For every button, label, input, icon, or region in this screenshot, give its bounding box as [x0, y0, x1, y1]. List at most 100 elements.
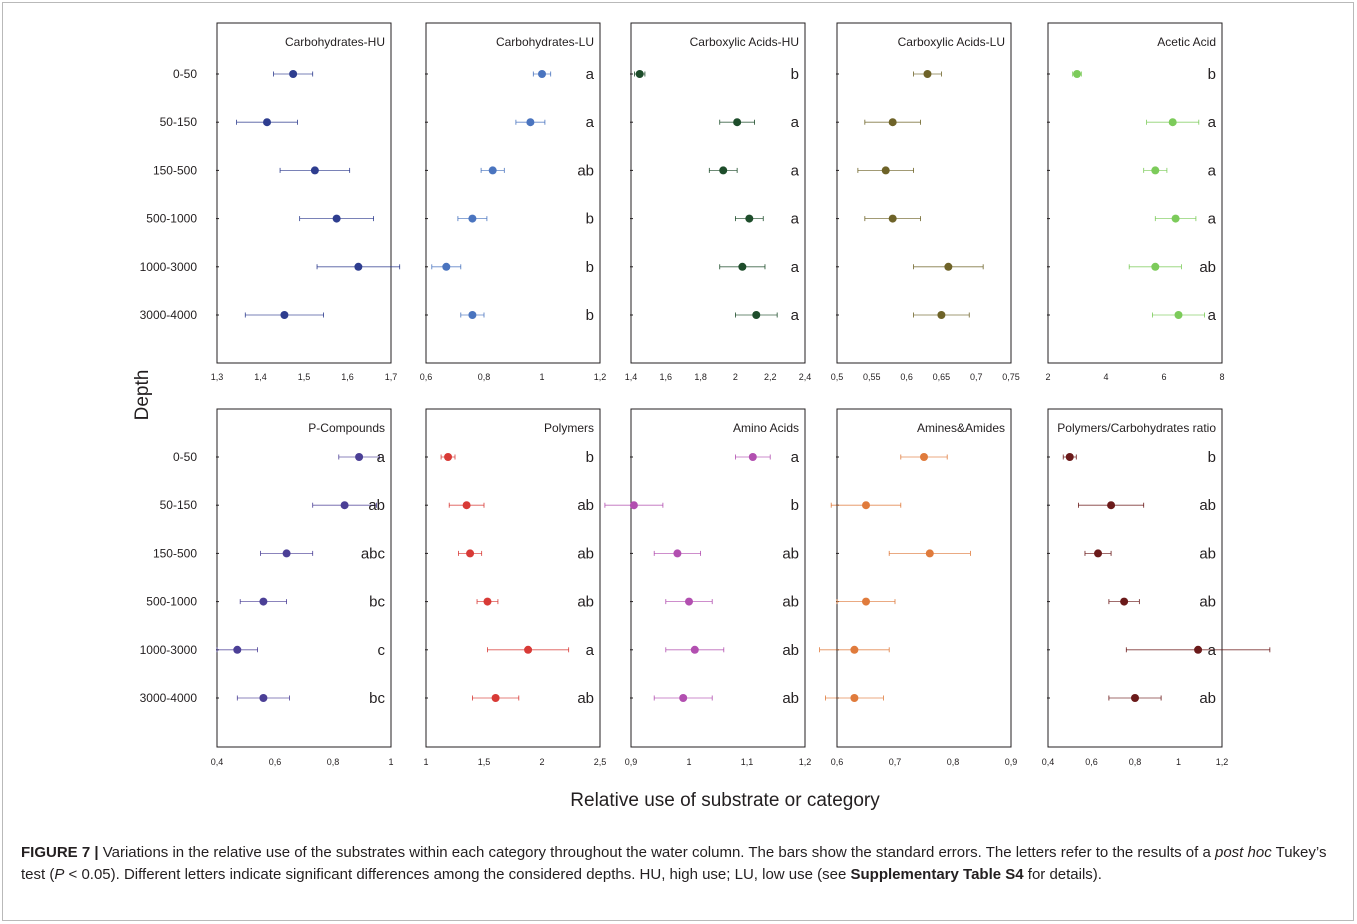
depth-label-bottom: 0-50 — [173, 450, 197, 464]
chart-panel-5: Acetic Acid 2 4 6 8 b a a a ab a — [1045, 22, 1225, 382]
x-tick-label: 1,2 — [594, 372, 607, 382]
significance-letter: ab — [782, 642, 799, 659]
x-tick-label: 2,2 — [764, 372, 777, 382]
significance-letter: b — [791, 66, 799, 83]
caption-text-3: < 0.05). Different letters indicate sign… — [64, 866, 851, 883]
significance-letter: a — [1208, 211, 1217, 228]
significance-letter: a — [586, 66, 595, 83]
panel-title: Carbohydrates-LU — [496, 35, 594, 49]
panel-border — [630, 22, 806, 364]
significance-letter: ab — [577, 690, 594, 707]
significance-letter: ab — [782, 594, 799, 611]
significance-letter: ab — [577, 545, 594, 562]
significance-letter: c — [378, 642, 386, 659]
depth-label-bottom: 500-1000 — [146, 595, 197, 609]
depth-label-bottom: 1000-3000 — [140, 643, 198, 657]
chart-panel-4: Carboxylic Acids-LU 0,5 0,55 0,6 0,65 0,7 0,75 — [831, 22, 1020, 382]
x-tick-label: 2,5 — [594, 757, 607, 767]
x-tick-label: 0,5 — [831, 372, 844, 382]
data-point — [862, 501, 870, 510]
x-tick-label: 2,4 — [799, 372, 812, 382]
x-tick-label: 2 — [733, 372, 738, 382]
data-point — [310, 166, 319, 175]
panel-border — [836, 22, 1012, 364]
significance-letter: a — [377, 449, 386, 466]
x-tick-label: 1 — [423, 757, 428, 767]
data-point — [635, 70, 644, 78]
data-point — [488, 166, 497, 175]
data-point — [1120, 597, 1129, 606]
x-tick-label: 0,75 — [1002, 372, 1020, 382]
depth-label-top: 500-1000 — [146, 212, 197, 226]
data-point — [263, 118, 272, 127]
caption-bold-1: Supplementary Table S4 — [850, 866, 1024, 883]
depth-label-bottom: 3000-4000 — [140, 691, 198, 705]
panel-border — [216, 408, 392, 748]
significance-letter: ab — [1199, 259, 1216, 276]
data-point — [719, 166, 728, 175]
significance-letter: b — [791, 497, 799, 514]
x-tick-label: 4 — [1103, 372, 1108, 382]
chart-panel-9: Amines&Amides 0,6 0,7 0,8 0,9 — [819, 408, 1017, 767]
panel-title: Polymers/Carbohydrates ratio — [1057, 421, 1216, 435]
x-tick-label: 1,7 — [385, 372, 398, 382]
significance-letter: b — [586, 259, 594, 276]
data-point — [925, 549, 934, 558]
caption-italic-1: post hoc — [1214, 844, 1272, 861]
significance-letter: a — [791, 114, 800, 131]
x-tick-label: 0,6 — [269, 757, 282, 767]
data-point — [748, 453, 757, 461]
data-point — [354, 262, 363, 271]
data-point — [745, 214, 754, 223]
significance-letter: a — [1208, 114, 1217, 131]
caption-italic-2: P — [54, 866, 65, 883]
significance-letter: ab — [1199, 545, 1216, 562]
data-point — [466, 549, 475, 558]
x-tick-label: 0,55 — [863, 372, 881, 382]
significance-letter: ab — [782, 545, 799, 562]
panel-title: Carboxylic Acids-HU — [690, 35, 799, 49]
x-tick-label: 0,4 — [1042, 757, 1055, 767]
depth-label-top: 1000-3000 — [140, 260, 198, 274]
data-point — [1174, 311, 1183, 319]
data-point — [340, 501, 349, 510]
depth-label-top: 3000-4000 — [140, 308, 198, 322]
data-point — [738, 262, 747, 271]
caption-label: FIGURE 7 | — [21, 844, 99, 861]
significance-letter: ab — [577, 162, 594, 179]
panel-border — [425, 408, 601, 748]
x-tick-label: 1,3 — [211, 372, 224, 382]
data-point — [332, 214, 341, 223]
data-point — [673, 549, 682, 558]
x-tick-label: 0,7 — [889, 757, 902, 767]
significance-letter: bc — [369, 690, 385, 707]
panel-border — [836, 408, 1012, 748]
chart-panel-2: Carbohydrates-LU 0,6 0,8 1 1,2 a a ab b b b — [420, 22, 607, 382]
x-tick-label: 0,4 — [211, 757, 224, 767]
x-tick-label: 0,8 — [327, 757, 340, 767]
panel-title: Acetic Acid — [1157, 35, 1216, 49]
data-point — [233, 645, 242, 654]
panel-title: Carbohydrates-HU — [285, 35, 385, 49]
depth-label-top: 50-150 — [160, 115, 198, 129]
significance-letter: ab — [1199, 497, 1216, 514]
x-tick-label: 1,5 — [298, 372, 311, 382]
x-tick-label: 0,8 — [478, 372, 491, 382]
panel-border — [1047, 22, 1223, 364]
data-point — [259, 597, 268, 606]
data-point — [282, 549, 291, 558]
data-point — [1107, 501, 1116, 510]
panel-title: Amino Acids — [733, 421, 799, 435]
significance-letter: abc — [361, 545, 386, 562]
x-tick-label: 2 — [539, 757, 544, 767]
panel-border — [1047, 408, 1223, 748]
data-point — [629, 501, 638, 510]
panel-title: Polymers — [544, 421, 594, 435]
data-point — [920, 453, 928, 461]
significance-letter: ab — [368, 497, 385, 514]
significance-letter: a — [791, 307, 800, 324]
data-point — [690, 645, 699, 654]
data-point — [733, 118, 742, 127]
data-point — [491, 694, 500, 702]
